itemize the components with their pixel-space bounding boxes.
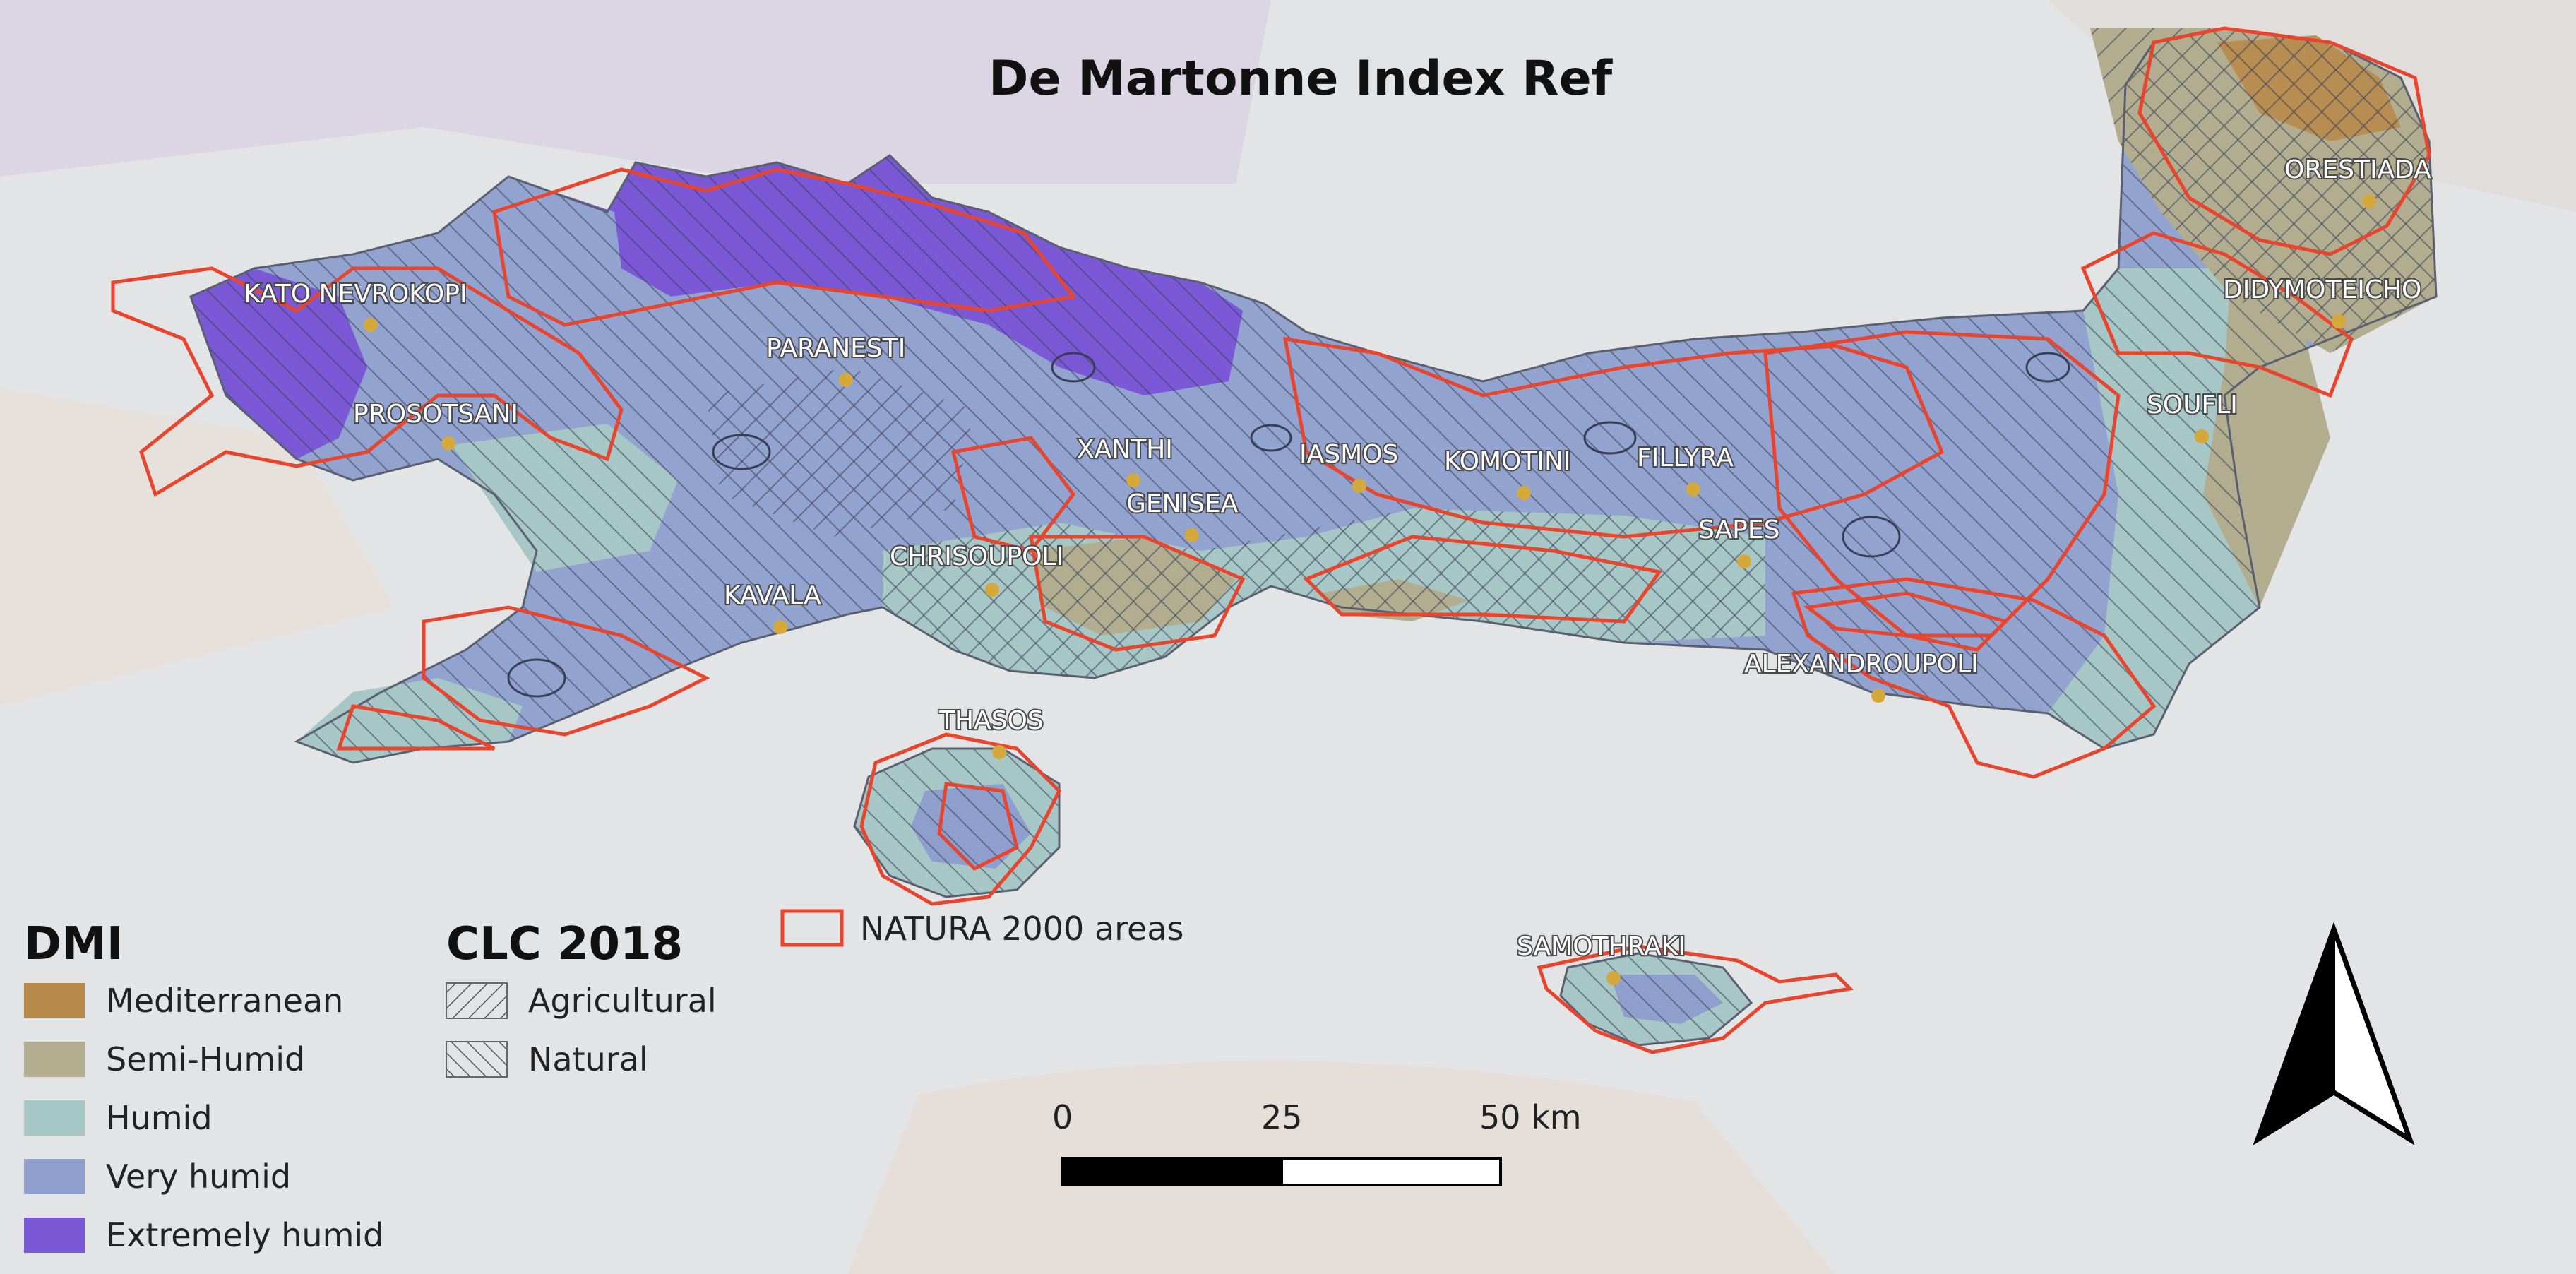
city-label-alexandroupoli: ALEXANDROUPOLI	[1744, 650, 1979, 679]
city-label-paranesti: PARANESTI	[766, 334, 905, 363]
scale-bar	[1061, 1157, 1502, 1186]
natura-2000-outlines	[111, 26, 2431, 1054]
legend-natura-swatch	[780, 909, 844, 947]
region-mainland	[189, 27, 2438, 764]
city-dot-soufli	[2195, 429, 2209, 443]
city-dot-prosotsani	[441, 436, 455, 451]
city-dot-thasos	[992, 745, 1006, 759]
city-label-prosotsani: PROSOTSANI	[353, 400, 518, 429]
city-dot-kato-nevrokopi	[364, 318, 378, 332]
city-dot-xanthi	[1126, 473, 1140, 487]
city-label-komotini: KOMOTINI	[1444, 447, 1571, 476]
city-label-iasmos: IASMOS	[1299, 440, 1398, 469]
legend-dmi-label-semi-humid: Semi-Humid	[106, 1040, 306, 1078]
city-label-xanthi: XANTHI	[1077, 435, 1173, 464]
scale-label-0: 0	[1052, 1098, 1073, 1136]
city-label-soufli: SOUFLI	[2147, 391, 2238, 419]
legend-dmi-swatch-very-humid	[24, 1159, 85, 1194]
city-dot-alexandroupoli	[1871, 689, 1885, 703]
legend-dmi-swatch-semi-humid	[24, 1042, 85, 1077]
city-dot-kavala	[773, 620, 787, 634]
city-label-kavala: KAVALA	[724, 581, 821, 610]
city-dot-sapes	[1737, 554, 1751, 568]
legend-dmi-swatch-mediterranean	[24, 983, 85, 1018]
legend-clc-label-agricultural: Agricultural	[528, 982, 717, 1020]
legend-natura-label: NATURA 2000 areas	[860, 910, 1184, 948]
city-markers: KATO NEVROKOPI PARANESTI PROSOTSANI XANTHI I…	[242, 154, 2433, 985]
city-label-kato-nevrokopi: KATO NEVROKOPI	[244, 280, 467, 309]
legend-dmi-swatch-humid	[24, 1100, 85, 1136]
city-dot-genisea	[1185, 528, 1199, 542]
city-label-samothraki: SAMOTHRAKI	[1517, 932, 1686, 961]
city-label-orestiada: ORESTIADA	[2284, 155, 2431, 184]
city-label-sapes: SAPES	[1698, 516, 1779, 544]
map-title: De Martonne Index Ref	[989, 51, 1613, 107]
city-dot-samothraki	[1606, 971, 1621, 985]
scale-bar-segment-2	[1280, 1157, 1502, 1186]
city-label-didymoteicho: DIDYMOTEICHO	[2223, 275, 2421, 304]
scale-bar-segment-1	[1063, 1158, 1282, 1185]
city-dot-orestiada	[2362, 194, 2376, 208]
city-label-chrisoupoli: CHRISOUPOLI	[890, 542, 1063, 571]
legend-dmi-label-extremely-humid: Extremely humid	[106, 1216, 384, 1254]
legend-dmi-label-humid: Humid	[106, 1099, 213, 1137]
city-label-genisea: GENISEA	[1126, 489, 1239, 518]
legend-clc-label-natural: Natural	[528, 1040, 648, 1078]
city-dot-iasmos	[1352, 479, 1366, 493]
city-dot-chrisoupoli	[985, 583, 999, 597]
scale-label-25: 25	[1261, 1098, 1303, 1136]
city-dot-fillyra	[1686, 482, 1700, 496]
city-label-fillyra: FILLYRA	[1637, 443, 1734, 472]
north-arrow-icon	[2253, 922, 2415, 1145]
legend-dmi-label-mediterranean: Mediterranean	[106, 982, 344, 1020]
scale-label-50: 50 km	[1479, 1098, 1582, 1136]
legend-dmi-swatch-extremely-humid	[24, 1218, 85, 1253]
background-humid-zone	[0, 0, 1271, 184]
city-dot-didymoteicho	[2332, 314, 2346, 328]
legend-clc-heading: CLC 2018	[446, 918, 684, 970]
legend-dmi-label-very-humid: Very humid	[106, 1157, 292, 1196]
legend-dmi-heading: DMI	[24, 918, 124, 970]
region-thasos	[853, 747, 1061, 898]
city-dot-paranesti	[839, 373, 853, 387]
city-label-thasos: THASOS	[938, 706, 1044, 735]
legend-clc-swatch-natural	[446, 1041, 508, 1078]
legend-clc-swatch-agricultural	[446, 982, 508, 1019]
city-dot-komotini	[1517, 486, 1531, 500]
